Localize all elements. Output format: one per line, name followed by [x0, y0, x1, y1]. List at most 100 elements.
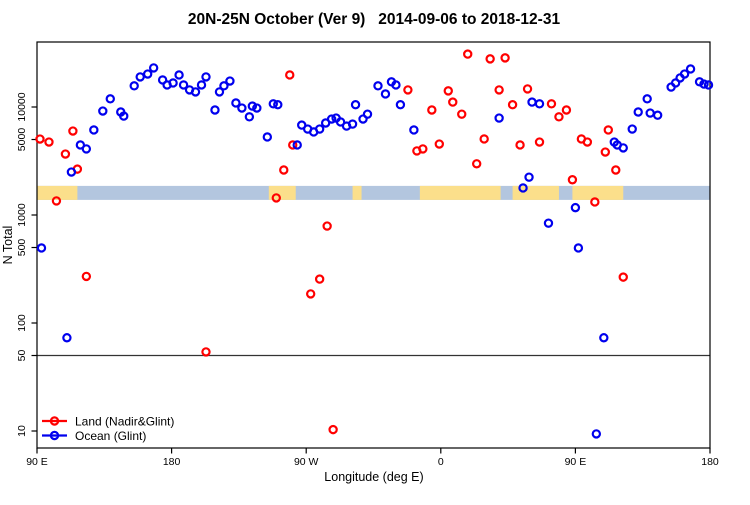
data-point-land [582, 137, 593, 147]
data-point-ocean [244, 112, 255, 122]
legend-item-land: Land (Nadir&Glint) [42, 415, 174, 429]
data-point-ocean [618, 143, 628, 153]
data-point-land [285, 70, 295, 80]
data-point-land [507, 100, 518, 110]
y-tick-label: 50 [16, 350, 28, 362]
data-point-ocean [642, 94, 652, 104]
data-point-land [271, 193, 281, 203]
data-point-ocean [395, 100, 406, 110]
data-point-land [515, 140, 525, 150]
data-point-ocean [157, 75, 168, 85]
x-tick-label: 180 [701, 456, 719, 468]
data-point-ocean [214, 87, 225, 97]
data-point-ocean [652, 110, 663, 120]
data-point-ocean [36, 243, 47, 253]
data-point-ocean [534, 99, 545, 109]
data-point-ocean [190, 87, 201, 97]
map-strip-land [268, 185, 296, 200]
data-point-land [81, 271, 92, 282]
y-tick-label: 10000 [16, 92, 28, 121]
data-point-ocean [599, 333, 609, 343]
data-point-ocean [573, 243, 584, 253]
data-point-ocean [335, 117, 346, 127]
data-point-ocean [81, 144, 92, 154]
data-point-ocean [210, 105, 220, 115]
data-point-land [463, 49, 473, 59]
data-point-land [44, 137, 54, 147]
data-point-land [611, 165, 621, 175]
data-point-land [534, 137, 545, 147]
data-point-land [60, 149, 71, 159]
data-point-ocean [231, 98, 241, 108]
data-point-ocean [350, 100, 361, 110]
data-point-ocean [645, 108, 655, 118]
data-point-ocean [268, 99, 278, 109]
data-point-land [322, 221, 332, 231]
data-point-ocean [225, 76, 235, 86]
plot-box [36, 41, 711, 449]
data-point-ocean [142, 69, 153, 79]
data-point-ocean [237, 103, 247, 113]
data-point-land [51, 196, 62, 206]
data-point-ocean [66, 167, 77, 177]
data-point-ocean [168, 78, 178, 88]
map-strip-land [37, 185, 78, 200]
data-point-ocean [252, 103, 262, 113]
data-point-land [603, 125, 614, 135]
data-point-ocean [247, 101, 258, 111]
data-point-land [590, 197, 600, 207]
legend: Land (Nadir&Glint) Ocean (Glint) [42, 415, 174, 443]
data-point-ocean [98, 106, 108, 116]
data-point-land [618, 272, 628, 282]
data-point-ocean [591, 429, 602, 439]
data-point-ocean [292, 140, 302, 150]
x-tick-label: 0 [438, 456, 444, 468]
x-tick-label: 90 E [565, 456, 587, 468]
data-point-land [600, 147, 611, 157]
map-strip-land [572, 185, 624, 200]
data-point-ocean [570, 202, 581, 213]
data-point-ocean [201, 72, 211, 82]
data-point-ocean [174, 70, 184, 80]
data-point-land [457, 109, 467, 119]
data-point-ocean [105, 94, 115, 104]
data-point-ocean [409, 125, 419, 135]
y-tick-label: 10 [16, 425, 28, 437]
data-point-ocean [518, 183, 528, 193]
data-point-land [403, 85, 413, 95]
data-point-land [494, 85, 504, 95]
data-point-land [471, 159, 482, 169]
y-tick-label: 1000 [16, 203, 28, 227]
plot-area: 90 E 180 90 W 0 90 E 180 10 50 100 500 1000 5000 100… [16, 41, 719, 468]
data-point-ocean [527, 97, 537, 107]
data-point-land [328, 424, 338, 435]
data-point-land [305, 289, 316, 299]
data-point-ocean [633, 107, 643, 117]
chart-title: 20N-25N October (Ver 9) 2014-09-06 to 20… [188, 11, 561, 28]
y-tick-label: 500 [16, 239, 28, 257]
data-point-ocean [391, 80, 401, 90]
data-point-ocean [89, 125, 99, 135]
data-point-ocean [362, 109, 373, 119]
data-point-land [68, 126, 78, 136]
legend-marker-land-icon [49, 416, 60, 426]
data-point-ocean [119, 111, 129, 121]
data-point-ocean [524, 172, 534, 182]
data-point-ocean [62, 333, 72, 343]
data-point-land [500, 53, 510, 63]
data-point-ocean [196, 80, 207, 90]
data-point-ocean [543, 218, 554, 228]
data-point-land [567, 175, 578, 185]
data-point-ocean [699, 79, 709, 89]
data-point-land [448, 97, 458, 107]
data-point-ocean [703, 80, 714, 90]
data-point-ocean [685, 64, 696, 74]
data-point-land [288, 140, 298, 150]
x-axis-label: Longitude (deg E) [324, 470, 423, 484]
legend-label-ocean: Ocean (Glint) [75, 429, 146, 443]
x-tick-label: 180 [163, 456, 181, 468]
legend-marker-ocean-icon [49, 430, 60, 441]
data-point-land [485, 54, 495, 64]
